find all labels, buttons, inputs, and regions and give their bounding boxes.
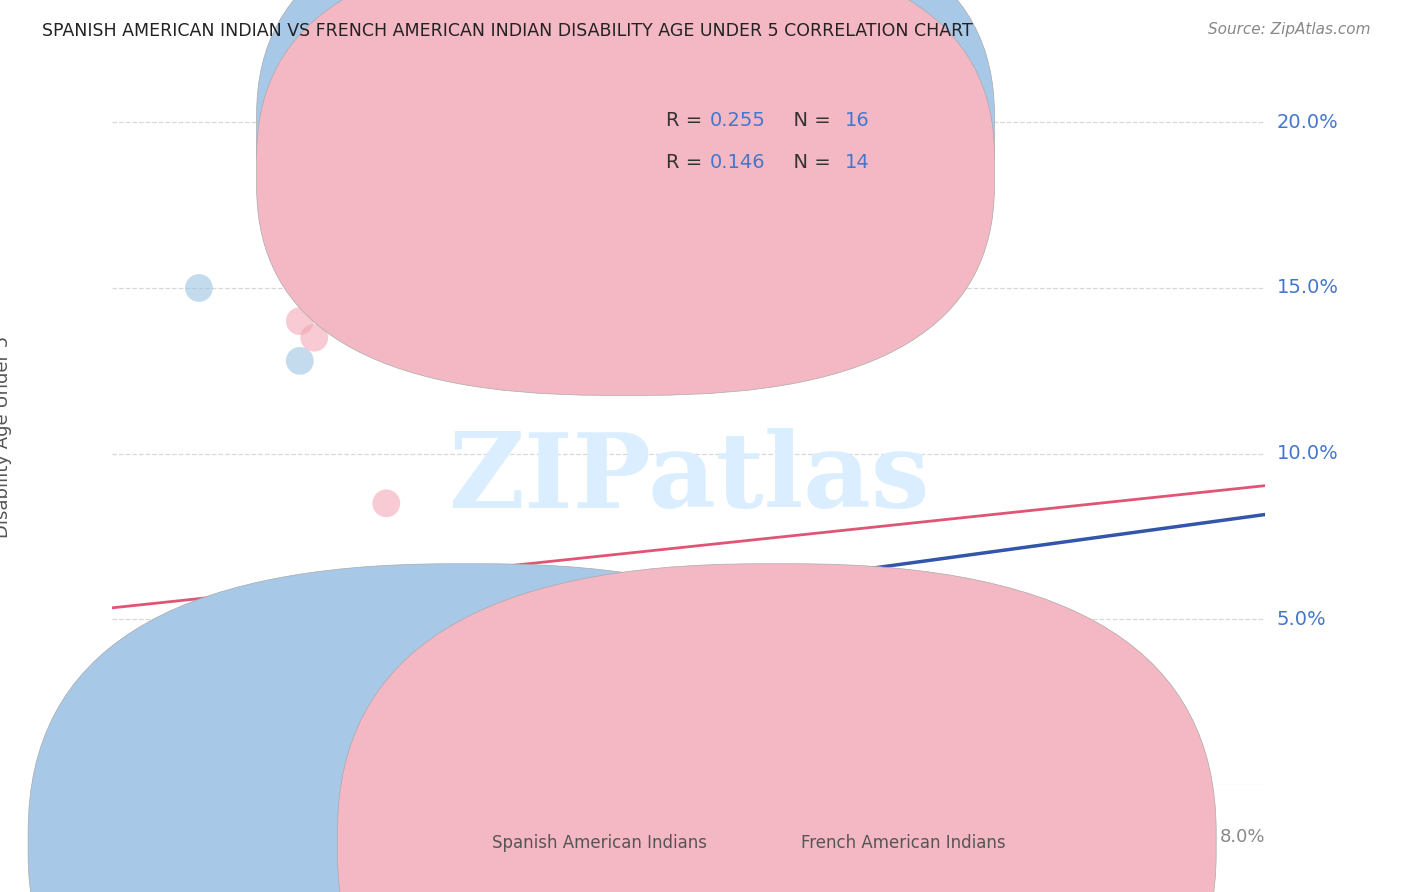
Point <box>461 718 484 732</box>
Text: ZIPatlas: ZIPatlas <box>449 428 929 530</box>
Text: N =: N = <box>782 111 837 130</box>
Point <box>129 668 153 682</box>
Text: 5.0%: 5.0% <box>1277 610 1326 629</box>
Point <box>288 354 311 368</box>
Point <box>115 685 138 699</box>
Text: Disability Age Under 5: Disability Age Under 5 <box>0 336 11 538</box>
Point <box>419 712 441 726</box>
FancyBboxPatch shape <box>579 96 925 204</box>
Text: 0.255: 0.255 <box>710 111 766 130</box>
Text: 15.0%: 15.0% <box>1277 278 1339 298</box>
Text: Spanish American Indians: Spanish American Indians <box>492 834 707 852</box>
Point <box>118 679 141 693</box>
Point <box>145 668 167 682</box>
Point <box>122 675 145 690</box>
Point <box>105 761 128 775</box>
Point <box>122 685 145 699</box>
Point <box>108 712 131 726</box>
Point <box>461 668 484 682</box>
Point <box>115 695 138 709</box>
Text: 14: 14 <box>845 153 869 172</box>
Point <box>127 672 149 686</box>
Text: R =: R = <box>666 111 709 130</box>
Text: 20.0%: 20.0% <box>1277 112 1339 132</box>
FancyBboxPatch shape <box>256 0 994 353</box>
Text: 16: 16 <box>845 111 869 130</box>
Point <box>111 728 134 742</box>
Point <box>375 496 398 510</box>
Point <box>389 679 412 693</box>
Point <box>288 314 311 328</box>
Point <box>129 679 153 693</box>
Text: 0.146: 0.146 <box>710 153 765 172</box>
Point <box>188 281 211 295</box>
Text: SPANISH AMERICAN INDIAN VS FRENCH AMERICAN INDIAN DISABILITY AGE UNDER 5 CORRELA: SPANISH AMERICAN INDIAN VS FRENCH AMERIC… <box>42 22 973 40</box>
Text: 10.0%: 10.0% <box>1277 444 1339 463</box>
Point <box>304 331 326 345</box>
Text: R =: R = <box>666 153 709 172</box>
Point <box>145 679 167 693</box>
Point <box>1111 652 1133 666</box>
FancyBboxPatch shape <box>256 0 994 395</box>
Point <box>129 675 153 690</box>
Point <box>112 712 135 726</box>
Text: 8.0%: 8.0% <box>1220 828 1265 846</box>
Point <box>389 606 412 620</box>
Point <box>108 745 131 759</box>
Point <box>491 215 513 229</box>
Point <box>419 679 441 693</box>
Text: N =: N = <box>782 153 837 172</box>
Text: Source: ZipAtlas.com: Source: ZipAtlas.com <box>1208 22 1371 37</box>
Text: 0.0%: 0.0% <box>112 828 157 846</box>
Point <box>115 695 138 709</box>
Text: French American Indians: French American Indians <box>801 834 1007 852</box>
